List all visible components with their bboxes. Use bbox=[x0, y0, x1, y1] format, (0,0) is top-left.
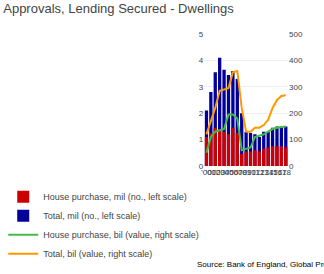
svg-text:'04: '04 bbox=[219, 168, 230, 177]
svg-text:Total, bil (value, right scale: Total, bil (value, right scale) bbox=[43, 249, 152, 259]
svg-text:'17: '17 bbox=[276, 168, 287, 177]
svg-text:Total, mil (no., left scale): Total, mil (no., left scale) bbox=[43, 211, 140, 221]
svg-text:'06: '06 bbox=[228, 168, 239, 177]
svg-text:4: 4 bbox=[199, 56, 204, 65]
svg-text:'10: '10 bbox=[245, 168, 256, 177]
svg-text:0: 0 bbox=[199, 162, 204, 171]
svg-text:5: 5 bbox=[199, 30, 204, 39]
svg-text:'01: '01 bbox=[206, 168, 217, 177]
svg-text:200: 200 bbox=[289, 109, 303, 118]
svg-text:House purchase, mil (no., left: House purchase, mil (no., left scale) bbox=[43, 192, 187, 202]
svg-text:'12: '12 bbox=[254, 168, 265, 177]
svg-text:2: 2 bbox=[199, 109, 204, 118]
svg-text:'00: '00 bbox=[201, 168, 212, 177]
svg-text:300: 300 bbox=[289, 83, 303, 92]
svg-text:'11: '11 bbox=[250, 168, 260, 177]
svg-text:'18: '18 bbox=[281, 168, 292, 177]
svg-text:'14: '14 bbox=[263, 168, 274, 177]
svg-text:400: 400 bbox=[289, 56, 303, 65]
svg-text:House purchase, bil (value, ri: House purchase, bil (value, right scale) bbox=[43, 230, 199, 240]
svg-text:'16: '16 bbox=[272, 168, 283, 177]
svg-text:3: 3 bbox=[199, 83, 204, 92]
svg-text:'07: '07 bbox=[232, 168, 243, 177]
svg-text:500: 500 bbox=[289, 30, 303, 39]
svg-text:'08: '08 bbox=[236, 168, 247, 177]
svg-text:'05: '05 bbox=[223, 168, 234, 177]
svg-text:1: 1 bbox=[199, 135, 204, 144]
svg-text:'09: '09 bbox=[241, 168, 252, 177]
svg-text:Approvals, Lending Secured - D: Approvals, Lending Secured - Dwellings bbox=[3, 1, 234, 16]
svg-text:'03: '03 bbox=[214, 168, 225, 177]
svg-text:'13: '13 bbox=[259, 168, 270, 177]
svg-text:Source: Bank of England, Globa: Source: Bank of England, Global Property… bbox=[197, 260, 324, 269]
svg-text:0: 0 bbox=[289, 162, 294, 171]
svg-text:'15: '15 bbox=[267, 168, 278, 177]
svg-text:100: 100 bbox=[289, 135, 303, 144]
svg-text:'02: '02 bbox=[210, 168, 221, 177]
